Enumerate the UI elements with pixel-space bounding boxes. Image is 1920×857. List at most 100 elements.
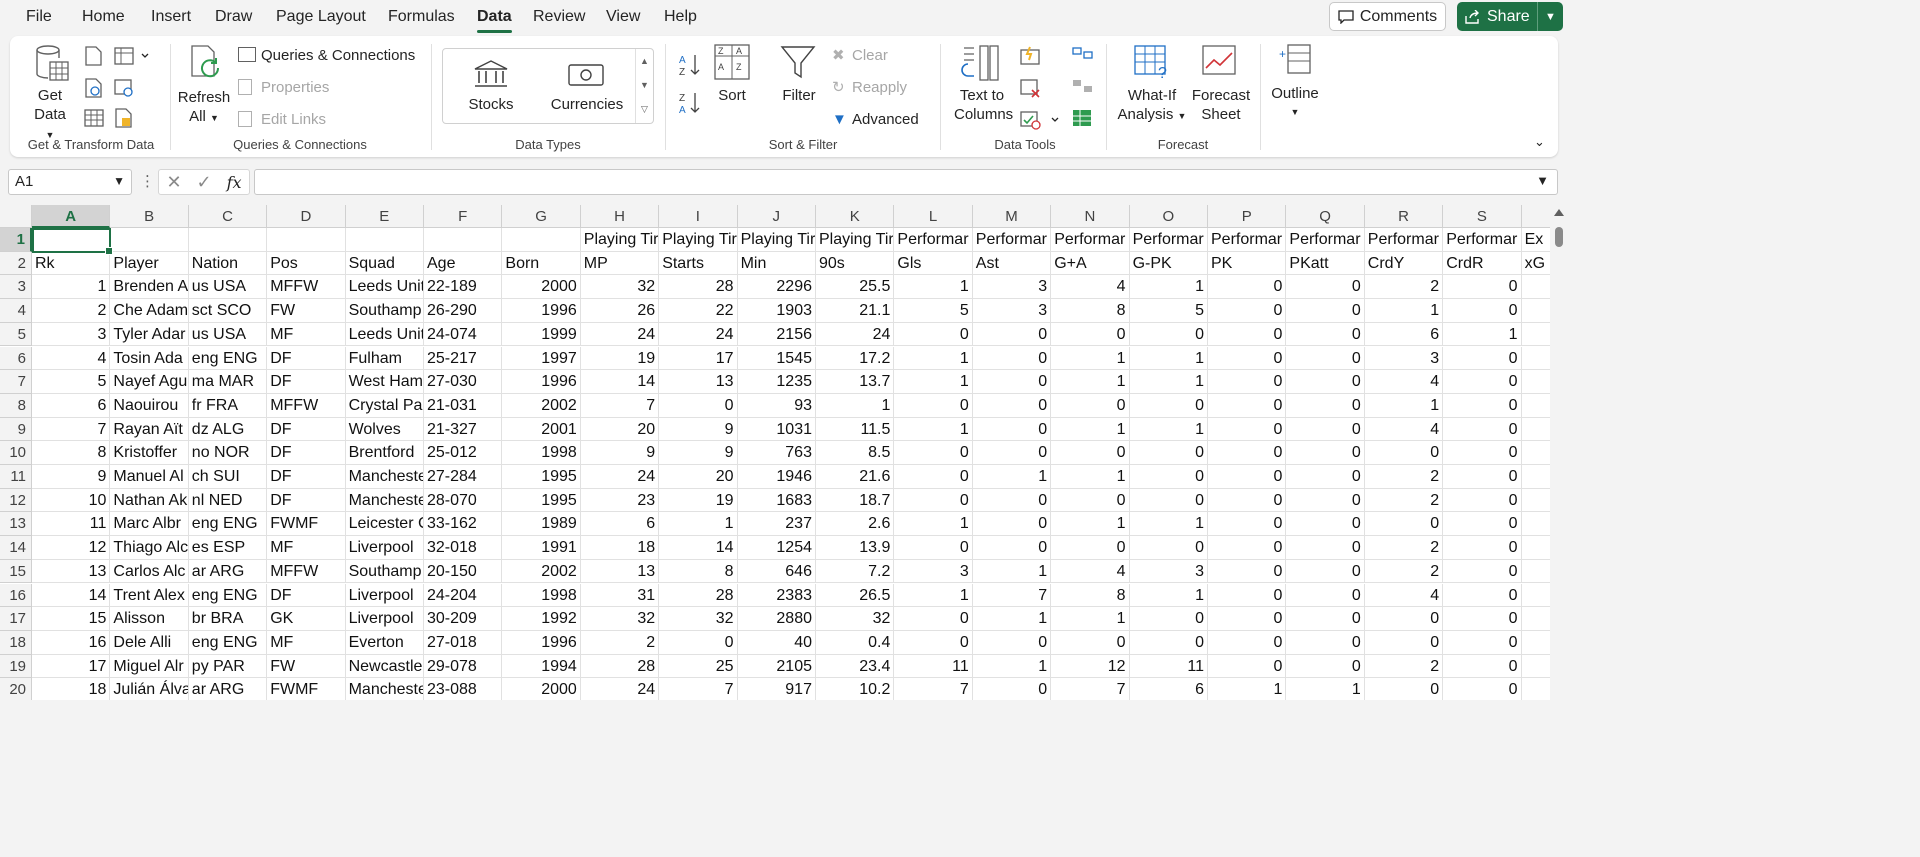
cell[interactable]: 0	[1364, 512, 1444, 537]
row-header[interactable]: 17	[0, 607, 32, 631]
row-header[interactable]: 11	[0, 465, 32, 489]
cell[interactable]: 2	[1364, 536, 1444, 560]
cell[interactable]: 12	[1051, 654, 1130, 679]
cell[interactable]: 0	[1129, 607, 1208, 631]
column-header[interactable]: O	[1129, 205, 1208, 228]
column-header[interactable]: S	[1443, 205, 1522, 228]
cell[interactable]: 2	[1364, 275, 1444, 300]
cell[interactable]: MF	[267, 536, 346, 560]
cell[interactable]: 1994	[502, 654, 581, 679]
cell[interactable]: 0	[1286, 465, 1365, 489]
cell[interactable]: 2880	[737, 607, 816, 631]
cell[interactable]: 26.5	[816, 583, 895, 608]
cell[interactable]: 7	[972, 583, 1052, 608]
cell[interactable]: 0	[1286, 275, 1365, 300]
cell[interactable]: 9	[32, 465, 111, 489]
share-dropdown[interactable]: ▼	[1537, 2, 1563, 31]
tab-file[interactable]: File	[26, 8, 52, 25]
queries-connections-button[interactable]: Queries & Connections	[238, 46, 415, 65]
cell[interactable]: DF	[267, 465, 346, 489]
cell[interactable]: 13	[659, 370, 738, 394]
cell[interactable]: 7	[1051, 678, 1130, 700]
cell[interactable]: 1996	[502, 299, 581, 323]
cell[interactable]: 32	[580, 607, 660, 631]
from-table-icon[interactable]	[84, 108, 104, 133]
row-header[interactable]: 19	[0, 654, 32, 679]
cell[interactable]: 27-284	[424, 465, 503, 489]
cell[interactable]: ch SUI	[188, 465, 268, 489]
cell[interactable]: 1	[32, 275, 111, 300]
cell[interactable]	[1521, 655, 1568, 679]
cell[interactable]: 0	[1286, 583, 1365, 608]
cell[interactable]: 4	[1051, 275, 1130, 300]
cell[interactable]: 0	[972, 322, 1052, 347]
row-header[interactable]: 6	[0, 346, 32, 371]
cell[interactable]: DF	[267, 441, 346, 465]
cell[interactable]: 8	[32, 441, 111, 465]
more-icon[interactable]: ▽	[641, 104, 648, 114]
cell[interactable]: 763	[737, 441, 816, 465]
insert-function-button[interactable]: fx	[226, 172, 242, 192]
cell[interactable]: 23-088	[424, 678, 503, 700]
cell[interactable]: Liverpool	[345, 583, 424, 608]
cell[interactable]: 1	[816, 393, 895, 418]
cell[interactable]: 0	[1443, 417, 1522, 442]
cell[interactable]: 0	[1443, 370, 1522, 394]
sort-button[interactable]: Sort	[718, 87, 746, 104]
cell[interactable]: 2	[32, 299, 111, 323]
cell[interactable]: DF	[267, 370, 346, 394]
cell[interactable]: 0	[1443, 654, 1522, 679]
cell[interactable]: PKatt	[1286, 251, 1365, 276]
cell[interactable]: 2001	[502, 417, 581, 442]
cell[interactable]: us USA	[188, 275, 268, 300]
cell[interactable]: 1545	[737, 346, 816, 371]
data-model-icon[interactable]	[1072, 108, 1094, 133]
cell[interactable]: 25.5	[816, 275, 895, 300]
cell[interactable]: 0	[1443, 512, 1522, 537]
cell[interactable]: MFFW	[267, 559, 346, 584]
recent-sources-icon[interactable]	[114, 46, 150, 71]
cell[interactable]: MFFW	[267, 275, 346, 300]
cell[interactable]: 40	[737, 630, 816, 655]
cell[interactable]: 24	[581, 678, 660, 700]
cell[interactable]: 2	[1364, 465, 1444, 489]
cell[interactable]: 25-217	[424, 346, 503, 371]
cell[interactable]: Mancheste	[346, 678, 424, 700]
row-header[interactable]: 9	[0, 417, 32, 442]
cell[interactable]: 1997	[502, 346, 581, 371]
cell[interactable]: 32	[580, 275, 660, 300]
chevron-down-icon[interactable]: ▼	[640, 80, 649, 90]
cell[interactable]	[1521, 560, 1568, 584]
cell[interactable]: 0	[1051, 536, 1130, 560]
cell[interactable]: DF	[267, 488, 346, 513]
cell[interactable]: 0	[1129, 630, 1208, 655]
existing-connections-icon[interactable]	[114, 78, 134, 103]
cell[interactable]: ma MAR	[188, 370, 268, 394]
cell[interactable]: 0	[1365, 678, 1444, 700]
cell[interactable]: Ex	[1521, 228, 1568, 252]
stocks-button[interactable]: Stocks	[468, 96, 514, 113]
cell[interactable]: Ast	[972, 251, 1052, 276]
cell[interactable]: Julián Álva	[110, 678, 189, 700]
cell[interactable]: 0	[972, 512, 1052, 537]
cell[interactable]: 15	[32, 607, 111, 631]
cell[interactable]: 9	[659, 441, 738, 465]
cell[interactable]: DF	[267, 417, 346, 442]
cell[interactable]: 1	[894, 512, 973, 537]
cell[interactable]: 7	[32, 417, 111, 442]
cell[interactable]: Newcastle	[345, 654, 424, 679]
cell[interactable]: 11	[32, 512, 111, 537]
cell[interactable]	[1521, 584, 1568, 608]
row-header[interactable]: 4	[0, 299, 32, 323]
cell[interactable]: 1	[1443, 322, 1522, 347]
cell[interactable]: 0	[894, 536, 973, 560]
column-header[interactable]: M	[972, 205, 1052, 228]
cell[interactable]: us USA	[188, 322, 268, 347]
cell[interactable]: 0	[1286, 346, 1365, 371]
cell[interactable]: 3	[972, 275, 1052, 300]
cell[interactable]: Playing Tir	[580, 228, 660, 252]
cell[interactable]: 0	[973, 678, 1052, 700]
cell[interactable]: 9	[659, 417, 738, 442]
cell[interactable]: 2	[580, 630, 660, 655]
cell[interactable]: br BRA	[188, 607, 268, 631]
